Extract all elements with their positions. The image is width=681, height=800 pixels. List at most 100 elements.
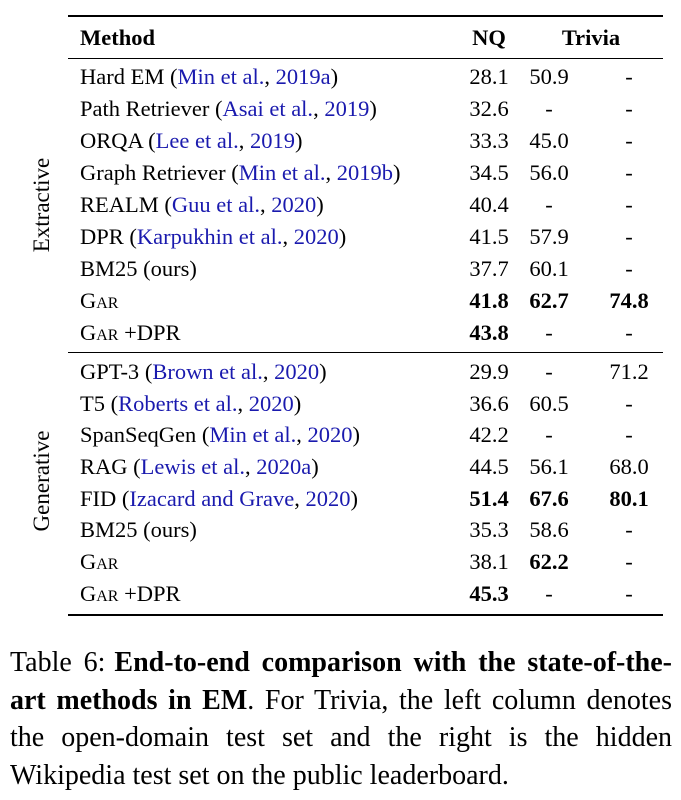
citation-year-link[interactable]: 2019 bbox=[249, 128, 295, 153]
table-row: Gar +DPR 43.8 - - bbox=[68, 317, 663, 349]
citation-authors-link[interactable]: Min et al. bbox=[177, 64, 265, 89]
trivia-open-value: 56.1 bbox=[529, 453, 569, 479]
table-row: DPR (Karpukhin et al., 2020) 41.5 57.9 - bbox=[68, 221, 663, 253]
table-row: RAG (Lewis et al., 2020a) 44.5 56.1 68.0 bbox=[68, 451, 663, 483]
citation-authors-link[interactable]: Min et al. bbox=[209, 422, 297, 448]
trivia-open-value: 56.0 bbox=[529, 160, 569, 185]
nq-value: 33.3 bbox=[469, 128, 509, 153]
citation-authors-link[interactable]: Izacard and Grave bbox=[129, 485, 295, 511]
nq-value: 40.4 bbox=[469, 192, 509, 217]
citation-year-link[interactable]: 2020a bbox=[256, 453, 312, 479]
method-cell: Gar bbox=[68, 288, 459, 314]
results-table: Method NQ Trivia Hard EM (Min et al., 20… bbox=[68, 15, 663, 616]
trivia-open-value: - bbox=[545, 96, 553, 121]
trivia-hidden-value: - bbox=[625, 192, 633, 217]
method-cell: BM25 (ours) bbox=[80, 517, 197, 543]
citation-authors-link[interactable]: Lewis et al. bbox=[140, 453, 245, 479]
method-cell: ORQA (Lee et al., 2019) bbox=[80, 128, 303, 153]
trivia-open-value: 60.5 bbox=[529, 390, 569, 416]
citation-year-link[interactable]: 2020 bbox=[271, 192, 317, 217]
caption-bold-title: End-to-end comparison with the state-of-… bbox=[10, 647, 673, 716]
method-cell: T5 (Roberts et al., 2020) bbox=[80, 390, 302, 416]
trivia-open-value: - bbox=[545, 320, 553, 345]
table-caption: Table 6: End-to-end comparison with the s… bbox=[10, 644, 672, 794]
citation-authors-link[interactable]: Roberts et al. bbox=[118, 390, 238, 416]
trivia-open-value: 57.9 bbox=[529, 224, 569, 249]
nq-value: 51.4 bbox=[469, 485, 509, 511]
trivia-hidden-value: - bbox=[625, 422, 633, 448]
trivia-hidden-value: 68.0 bbox=[609, 453, 649, 479]
method-cell: REALM (Guu et al., 2020) bbox=[80, 192, 324, 217]
nq-value: 41.8 bbox=[469, 288, 509, 313]
trivia-open-value: - bbox=[545, 192, 553, 217]
method-cell: GPT-3 (Brown et al., 2020) bbox=[80, 358, 327, 384]
method-name: Gar bbox=[80, 580, 119, 606]
table-row: REALM (Guu et al., 2020) 40.4 - - bbox=[68, 189, 663, 221]
trivia-hidden-value: - bbox=[625, 224, 633, 249]
trivia-hidden-value: - bbox=[625, 390, 633, 416]
method-cell: Path Retriever (Asai et al., 2019) bbox=[80, 96, 377, 121]
nq-value: 38.1 bbox=[469, 548, 509, 574]
nq-value: 43.8 bbox=[469, 320, 509, 345]
table-row: Gar 38.1 62.2 - bbox=[68, 546, 663, 578]
citation-year-link[interactable]: 2020 bbox=[305, 485, 351, 511]
citation-year-link[interactable]: 2020 bbox=[274, 358, 320, 384]
caption-label: Table 6: bbox=[10, 647, 106, 678]
nq-value: 45.3 bbox=[469, 580, 509, 606]
citation-authors-link[interactable]: Brown et al. bbox=[152, 358, 263, 384]
citation-authors-link[interactable]: Karpukhin et al. bbox=[136, 224, 283, 249]
nq-value: 36.6 bbox=[469, 390, 509, 416]
trivia-open-value: 50.9 bbox=[529, 64, 569, 89]
method-cell: DPR (Karpukhin et al., 2020) bbox=[80, 224, 347, 249]
nq-value: 35.3 bbox=[469, 517, 509, 543]
trivia-open-value: - bbox=[545, 580, 553, 606]
citation-year-link[interactable]: 2019b bbox=[336, 160, 394, 185]
nq-value: 41.5 bbox=[469, 224, 509, 249]
citation-year-link[interactable]: 2019a bbox=[275, 64, 331, 89]
nq-value: 32.6 bbox=[469, 96, 509, 121]
trivia-open-value: 62.2 bbox=[529, 548, 569, 574]
table-row: ORQA (Lee et al., 2019) 33.3 45.0 - bbox=[68, 125, 663, 157]
method-name: Gar bbox=[80, 548, 119, 574]
table-row: Graph Retriever (Min et al., 2019b) 34.5 5… bbox=[68, 157, 663, 189]
trivia-open-value: 58.6 bbox=[529, 517, 569, 543]
method-cell: Gar +DPR bbox=[80, 320, 181, 345]
table-row: Gar 41.8 62.7 74.8 bbox=[68, 285, 663, 317]
trivia-open-value: 62.7 bbox=[529, 288, 569, 313]
method-cell: Gar +DPR bbox=[80, 580, 181, 606]
trivia-open-value: - bbox=[545, 358, 553, 384]
citation-authors-link[interactable]: Guu et al. bbox=[171, 192, 260, 217]
method-name: Gar bbox=[80, 320, 119, 345]
table-section-extractive: Hard EM (Min et al., 2019a) 28.1 50.9- Path… bbox=[68, 59, 663, 353]
trivia-hidden-value: 80.1 bbox=[609, 485, 649, 511]
table-row: FID (Izacard and Grave, 2020) 51.4 67.6 80.… bbox=[68, 483, 663, 515]
column-header-nq: NQ bbox=[472, 24, 506, 50]
trivia-open-value: 60.1 bbox=[529, 256, 569, 281]
trivia-hidden-value: - bbox=[625, 256, 633, 281]
trivia-hidden-value: 74.8 bbox=[609, 288, 649, 313]
column-header-method: Method bbox=[80, 24, 155, 50]
nq-value: 29.9 bbox=[469, 358, 509, 384]
caption-body: . For Trivia, the left column denotes th… bbox=[10, 684, 672, 791]
method-cell: BM25 (ours) bbox=[80, 256, 197, 281]
citation-year-link[interactable]: 2020 bbox=[248, 390, 294, 416]
citation-year-link[interactable]: 2020 bbox=[293, 224, 339, 249]
citation-year-link[interactable]: 2020 bbox=[307, 422, 353, 448]
nq-value: 44.5 bbox=[469, 453, 509, 479]
method-cell: RAG (Lewis et al., 2020a) bbox=[80, 453, 319, 479]
nq-value: 28.1 bbox=[469, 64, 509, 89]
trivia-hidden-value: - bbox=[625, 96, 633, 121]
citation-authors-link[interactable]: Lee et al. bbox=[155, 128, 239, 153]
nq-value: 37.7 bbox=[469, 256, 509, 281]
table-row: BM25 (ours) 37.7 60.1 - bbox=[68, 253, 663, 285]
method-cell: Gar bbox=[68, 549, 459, 575]
citation-authors-link[interactable]: Asai et al. bbox=[222, 96, 314, 121]
citation-year-link[interactable]: 2019 bbox=[324, 96, 370, 121]
citation-authors-link[interactable]: Min et al. bbox=[238, 160, 326, 185]
table-row: SpanSeqGen (Min et al., 2020) 42.2 - - bbox=[68, 419, 663, 451]
trivia-open-value: - bbox=[545, 422, 553, 448]
table-row: Hard EM (Min et al., 2019a) 28.1 50.9 - bbox=[68, 61, 663, 93]
table-row: Path Retriever (Asai et al., 2019) 32.6 - - bbox=[68, 93, 663, 125]
table-row: Gar +DPR 45.3 - - bbox=[68, 578, 663, 610]
